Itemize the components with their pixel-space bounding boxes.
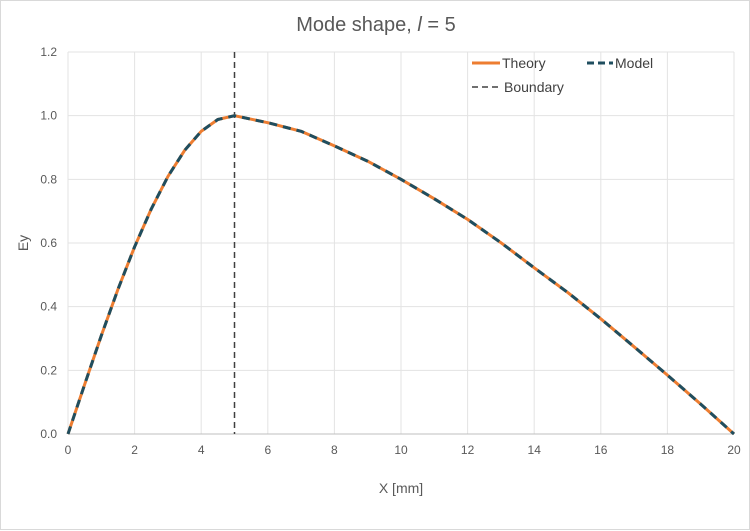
legend: Theory Model Boundary — [472, 55, 653, 95]
y-tick-label: 1.0 — [40, 109, 57, 123]
x-tick-label: 8 — [331, 443, 338, 457]
y-tick-label: 0.0 — [40, 427, 57, 441]
y-tick-label: 0.4 — [40, 300, 57, 314]
x-axis-title: X [mm] — [379, 480, 423, 496]
x-tick-label: 10 — [394, 443, 408, 457]
grid — [67, 51, 735, 435]
x-tick-label: 12 — [461, 443, 475, 457]
y-axis-title: Ey — [15, 235, 31, 251]
legend-theory-label: Theory — [502, 55, 546, 71]
x-tick-label: 18 — [661, 443, 675, 457]
y-tick-label: 0.8 — [40, 172, 57, 186]
series-layer — [66, 52, 736, 436]
tick-labels: 0 2 4 6 8 10 12 14 16 18 20 0.0 0.2 0.4 0.6 0.8 1.0 1.2 — [40, 45, 741, 457]
series-line-model — [66, 114, 736, 436]
x-tick-label: 20 — [727, 443, 741, 457]
chart-title: Mode shape, l = 5 — [296, 14, 456, 36]
x-tick-label: 4 — [198, 443, 205, 457]
x-tick-label: 0 — [65, 443, 72, 457]
y-tick-label: 0.2 — [40, 363, 57, 377]
x-tick-label: 14 — [528, 443, 542, 457]
y-tick-label: 1.2 — [40, 45, 57, 59]
x-tick-label: 6 — [264, 443, 271, 457]
x-tick-label: 16 — [594, 443, 608, 457]
legend-model-label: Model — [615, 55, 653, 71]
y-tick-label: 0.6 — [40, 236, 57, 250]
legend-boundary-label: Boundary — [504, 79, 564, 95]
x-tick-label: 2 — [131, 443, 138, 457]
